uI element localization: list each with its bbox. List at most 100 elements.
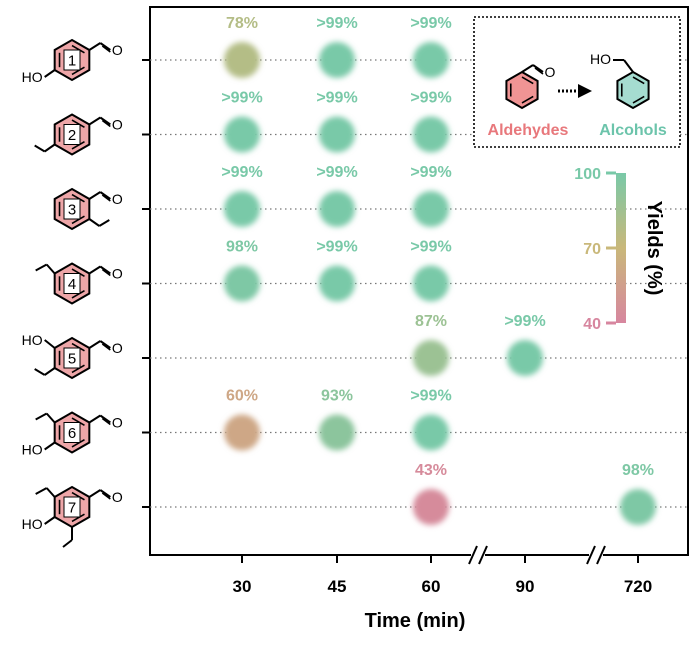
label-4-60: >99% — [410, 239, 451, 256]
axis-break-mark-1 — [586, 545, 596, 565]
structure-1-cho-bond — [99, 42, 111, 51]
structure-5-cho-o: O — [112, 340, 123, 356]
legend-aldehyde-ring-bond — [521, 95, 534, 104]
legend-reactant-label: Aldehydes — [488, 122, 569, 139]
structure-2-cho-o: O — [112, 117, 123, 133]
label-3-60: >99% — [410, 164, 451, 181]
structure-7-oh: HO — [22, 516, 43, 532]
point-4-30 — [224, 265, 260, 302]
legend-alcohol-ch2 — [623, 59, 634, 73]
plot-border — [149, 6, 689, 556]
colorbar-tick-label-100: 100 — [574, 166, 601, 183]
ring-1-bond — [71, 44, 85, 54]
point-1-30 — [224, 42, 260, 78]
legend-aldehyde-cho-o: O — [545, 64, 556, 80]
structure-2-ome-bond — [44, 143, 56, 153]
structure-5-cho-bond — [101, 343, 111, 351]
ring-7-badge — [63, 496, 81, 518]
ring-5-bond — [71, 364, 85, 374]
ring-4-number: 4 — [68, 276, 76, 293]
label-6-60: >99% — [410, 388, 451, 405]
ring-2-bond — [71, 119, 85, 128]
structure-3-ome-bond — [88, 218, 100, 227]
point-6-60 — [413, 414, 449, 451]
ring-3-badge — [63, 198, 81, 220]
data-labels: 78% >99% >99% >99% >99% >99% >99% >99% >99% 98% >9… — [221, 15, 654, 479]
point-7-60 — [413, 489, 449, 525]
label-2-60: >99% — [410, 90, 451, 107]
structure-3-cho-bond — [99, 191, 111, 200]
structure-2-cho-bond — [99, 116, 111, 126]
axis-break-mark-0 — [468, 545, 478, 565]
structure-7-ome-bond — [45, 487, 56, 498]
structure-1: 1 O HO — [22, 38, 123, 85]
ring-4-bond — [71, 268, 85, 277]
label-4-45: >99% — [316, 239, 357, 256]
x-axis-label: Time (min) — [365, 610, 466, 632]
ring-1-bond — [71, 66, 85, 76]
point-3-45 — [319, 191, 355, 227]
ring-5-number: 5 — [68, 351, 76, 368]
structure-2-cho-bond — [88, 116, 101, 126]
colorbar-bar — [616, 173, 626, 323]
ring-2-bond — [71, 141, 85, 150]
ring-7-bond — [71, 513, 85, 523]
structure-2-cho-bond — [101, 119, 111, 128]
structure-6-cho-bond — [101, 417, 111, 426]
point-4-60 — [413, 265, 449, 302]
x-tick-label-45: 45 — [328, 577, 347, 596]
structure-5-oh-bond — [44, 339, 56, 349]
legend-aldehyde-cho-bond — [534, 67, 544, 75]
ring-3-bond — [71, 215, 85, 225]
point-2-60 — [413, 116, 449, 153]
structure-4-cho-bond — [99, 265, 111, 275]
ring-6-badge — [63, 422, 81, 443]
point-2-45 — [319, 116, 355, 153]
colorbar-tick-label-40: 40 — [583, 316, 601, 333]
structure-6-ome-bond — [45, 412, 56, 424]
point-1-60 — [413, 42, 449, 78]
ring-1-number: 1 — [68, 53, 76, 70]
label-7-60: 43% — [415, 462, 447, 479]
x-tick-label-60: 60 — [422, 577, 441, 596]
legend-arrow-head — [578, 84, 592, 98]
structure-1-cho-o: O — [112, 42, 123, 58]
ring-2-number: 2 — [68, 127, 76, 144]
point-6-45 — [319, 414, 355, 451]
axis-break-mark-1 — [596, 545, 606, 565]
point-7-720 — [620, 489, 656, 525]
label-3-30: >99% — [221, 164, 262, 181]
colorbar-tick-label-70: 70 — [583, 241, 601, 258]
point-5-60 — [413, 340, 449, 376]
point-6-30 — [224, 414, 260, 451]
ring-4-badge — [63, 273, 81, 294]
axes: 30 45 60 90 720 — [142, 59, 652, 596]
structure-3-cho-o: O — [112, 191, 123, 207]
structure-7-cho-bond — [99, 489, 111, 498]
ring-3-number: 3 — [68, 202, 76, 219]
point-4-45 — [319, 265, 355, 302]
structure-3-cho-bond — [88, 191, 101, 200]
legend-aldehyde-cho-bond — [532, 64, 544, 73]
label-6-30: 60% — [226, 388, 258, 405]
structure-2: 2O — [34, 113, 123, 156]
structure-5-oh: HO — [22, 332, 43, 348]
ring-3-bond — [71, 193, 85, 203]
label-5-90: >99% — [504, 313, 545, 330]
structure-4-cho-o: O — [112, 266, 123, 282]
structure-7-me-bond — [35, 487, 48, 495]
ring-7-number: 7 — [68, 500, 76, 517]
structure-1-cho-bond — [88, 42, 101, 51]
structure-3-me-bond — [98, 219, 110, 227]
structure-6: 6 O HO — [22, 411, 123, 458]
structure-7-me-bond — [62, 539, 73, 548]
structure-5-cho-bond — [88, 340, 101, 349]
label-2-45: >99% — [316, 90, 357, 107]
label-1-45: >99% — [316, 15, 357, 32]
legend-alcohol-ring-bond — [632, 95, 645, 104]
legend-alcohol-oh: HO — [590, 51, 611, 67]
structure-4: 4O — [35, 262, 123, 305]
legend-alcohol-ring-bond — [632, 76, 645, 85]
structure-5-cho-bond — [99, 340, 111, 349]
